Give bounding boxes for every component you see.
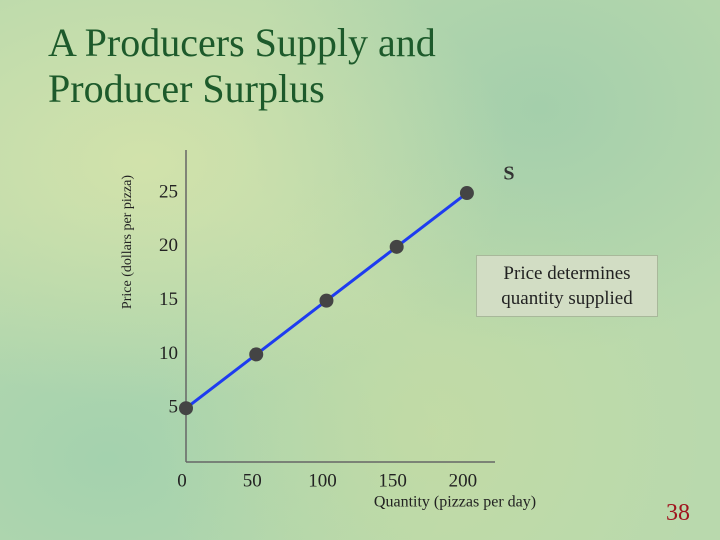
- y-tick-label: 10: [159, 343, 178, 364]
- slide-title: A Producers Supply and Producer Surplus: [48, 20, 436, 111]
- x-axis-label: Quantity (pizzas per day): [374, 494, 536, 511]
- x-tick-label: 50: [243, 470, 262, 491]
- y-axis-label: Price (dollars per pizza): [120, 175, 135, 309]
- annotation: Price determines quantity supplied: [476, 255, 658, 317]
- page-number: 38: [666, 500, 690, 526]
- point: [179, 401, 193, 416]
- y-tick-label: 25: [159, 181, 178, 202]
- x-tick-label: 0: [177, 470, 187, 491]
- y-tick-label: 20: [159, 235, 178, 256]
- x-tick-label: 150: [378, 470, 407, 491]
- series-label: S: [503, 163, 514, 185]
- x-tick-label: 200: [449, 470, 478, 491]
- x-tick-label: 100: [308, 470, 337, 491]
- point: [249, 347, 264, 362]
- point: [389, 239, 404, 254]
- y-tick-label: 5: [169, 397, 179, 418]
- y-tick-label: 15: [159, 289, 178, 310]
- point: [319, 293, 334, 308]
- point: [459, 186, 474, 201]
